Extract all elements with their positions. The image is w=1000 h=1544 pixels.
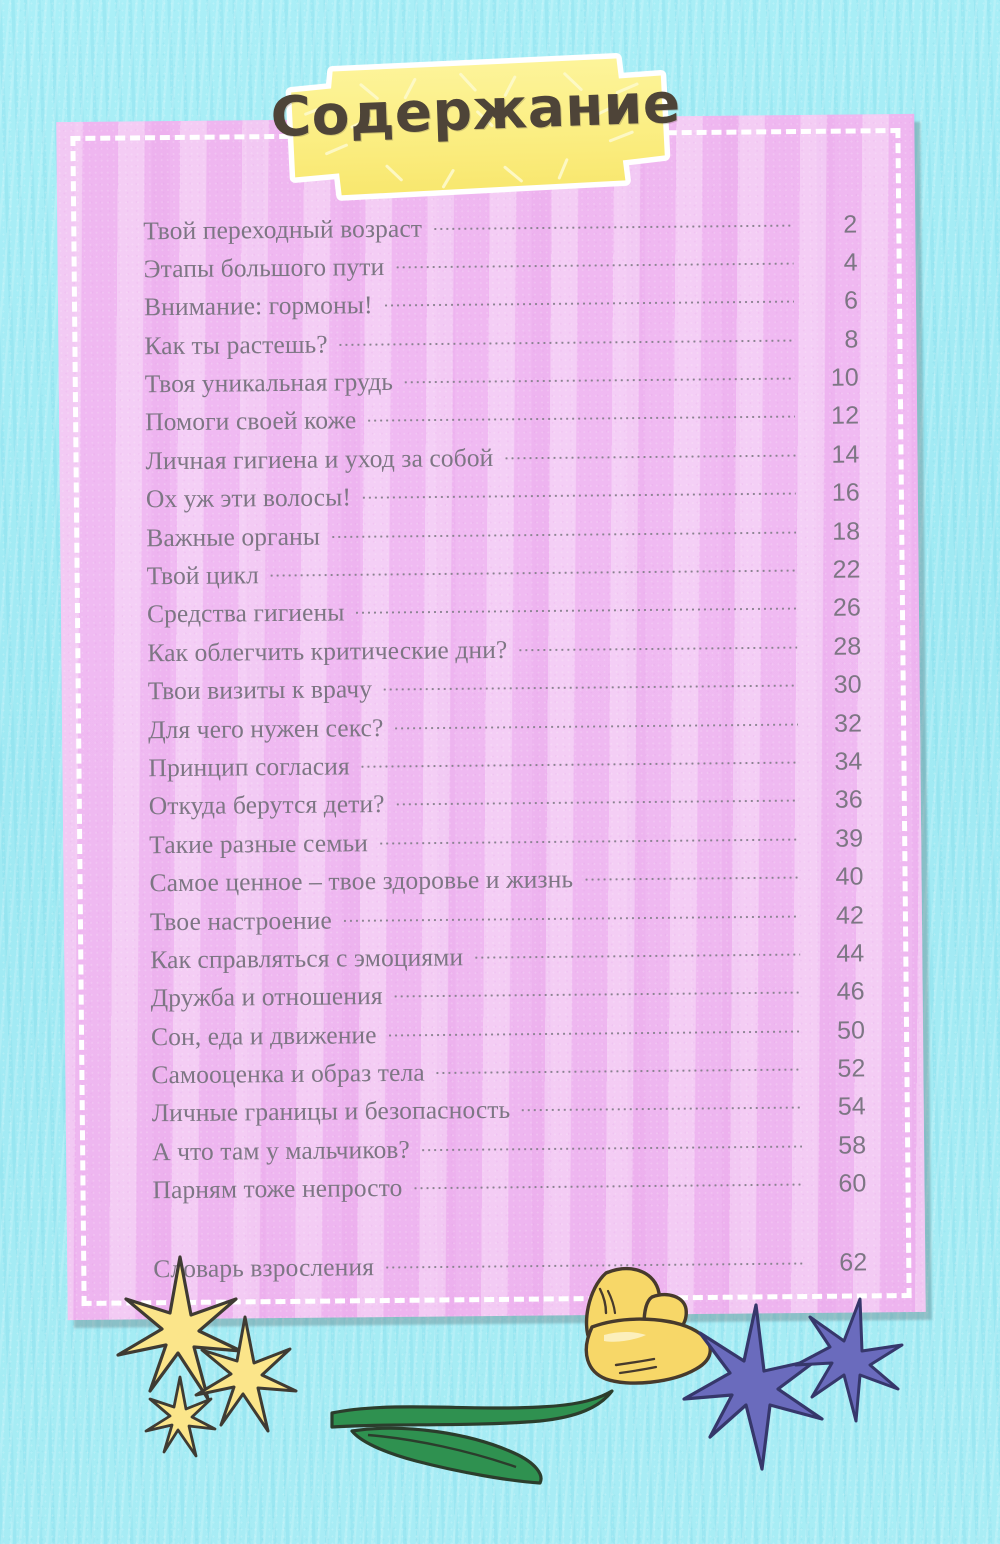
toc-entry-page: 46	[836, 977, 865, 1007]
toc-entry-title: Дружба и отношения	[150, 981, 383, 1013]
toc-entry-page: 30	[833, 670, 862, 699]
toc-leader-dots	[473, 936, 800, 965]
tulip-stem-icon	[330, 1389, 614, 1429]
toc-entry-title: Твой цикл	[146, 560, 260, 591]
toc-leader-dots	[392, 975, 800, 1004]
toc-entry-page: 2	[843, 209, 858, 239]
toc-entry-title: Как облегчить критические дни?	[147, 634, 508, 668]
toc-entry-title: Парням тоже непросто	[152, 1173, 403, 1205]
toc-entry-title: Как ты растешь?	[144, 329, 328, 360]
toc-leader-dots	[583, 860, 800, 888]
contents-card: Твой переходный возраст 2 Этапы большого п…	[56, 113, 932, 1329]
toc-entry-title: Твой переходный возраст	[143, 213, 423, 245]
bottom-decorations	[0, 1255, 1000, 1485]
toc-entry-page: 36	[834, 785, 863, 815]
toc-section-gap	[153, 1205, 867, 1252]
toc-entry-page: 40	[835, 862, 864, 891]
toc-entry-page: 8	[844, 325, 859, 354]
toc-leader-dots	[382, 668, 798, 697]
banner-fill	[291, 58, 665, 196]
toc-entry-title: Сон, еда и движение	[150, 1019, 377, 1051]
tulip-leaf-vein-icon	[367, 1433, 517, 1469]
toc-entry-page: 28	[833, 632, 862, 661]
toc-entry-page: 18	[832, 517, 861, 546]
toc-leader-dots	[382, 284, 794, 313]
toc-entry-page: 12	[830, 401, 860, 431]
yellow-sparkle-star-large-icon	[116, 1255, 243, 1401]
toc-leader-dots	[366, 399, 795, 429]
toc-entry-title: Важные органы	[146, 521, 321, 552]
toc-entry-title: Личная гигиена и уход за собой	[145, 442, 494, 476]
toc-entry-page: 39	[835, 824, 864, 853]
toc-entry-title: Откуда берутся дети?	[148, 789, 385, 821]
toc-leader-dots	[420, 1128, 802, 1157]
toc-entry-title: Принцип согласия	[148, 751, 350, 783]
toc-leader-dots	[517, 629, 797, 657]
toc-entry-page: 14	[831, 440, 860, 469]
toc-entry-title: Твоя уникальная грудь	[144, 366, 394, 399]
toc-leader-dots	[386, 1013, 801, 1042]
toc-leader-dots	[360, 745, 799, 775]
toc-entry-page: 22	[832, 555, 861, 584]
toc-leader-dots	[269, 553, 797, 584]
toc-entry-page: 42	[835, 900, 865, 930]
toc-leader-dots	[403, 361, 795, 390]
toc-entry-title: Средства гигиены	[146, 597, 345, 629]
toc-entry-page: 26	[832, 593, 862, 623]
toc-entry-title: А что там у мальчиков?	[152, 1134, 411, 1167]
toc-entry-page: 4	[843, 248, 858, 277]
banner-streaks	[304, 72, 639, 189]
toc-leader-dots	[393, 706, 798, 735]
purple-sparkle-star-large-icon	[682, 1303, 824, 1471]
tulip-flower-icon	[584, 1267, 712, 1385]
toc-entry-title: Твое настроение	[149, 905, 332, 936]
toc-entry-title: Внимание: гормоны!	[143, 290, 373, 322]
yellow-sparkle-star-small-icon	[144, 1375, 217, 1458]
toc-leader-dots	[378, 821, 799, 851]
toc-entry-page: 60	[838, 1169, 867, 1198]
toc-leader-dots	[520, 1090, 802, 1118]
table-of-contents: Твой переходный возраст 2 Этапы большого п…	[143, 206, 867, 1289]
toc-entry-page: 6	[843, 286, 859, 315]
toc-entry-page: 58	[837, 1131, 867, 1160]
toc-entry-page: 32	[833, 709, 863, 738]
toc-entry-page: 50	[836, 1016, 866, 1045]
toc-entry-title: Самооценка и образ тела	[151, 1057, 425, 1090]
toc-entry-title: Этапы большого пути	[143, 251, 385, 284]
toc-entry-page: 44	[836, 939, 865, 968]
toc-entry-title: Твои визиты к врачу	[147, 674, 373, 706]
toc-entry-title: Ох уж эти волосы!	[145, 482, 352, 514]
toc-entry-title: Самое ценное – твое здоровье и жизнь	[149, 864, 574, 898]
toc-leader-dots	[361, 476, 796, 506]
toc-leader-dots	[330, 514, 796, 544]
yellow-sparkle-star-medium-icon	[194, 1315, 298, 1433]
toc-entry-page: 10	[830, 363, 859, 392]
toc-entry-title: Личные границы и безопасность	[151, 1095, 511, 1128]
toc-entry-page: 16	[831, 478, 860, 507]
toc-entry-page: 54	[837, 1092, 866, 1122]
toc-leader-dots	[412, 1167, 802, 1196]
toc-leader-dots	[338, 322, 795, 352]
toc-entry-title: Такие разные семьи	[149, 827, 369, 860]
toc-leader-dots	[342, 898, 800, 928]
toc-leader-dots	[503, 437, 795, 465]
toc-leader-dots	[432, 207, 793, 236]
toc-leader-dots	[435, 1052, 802, 1081]
purple-sparkle-star-small-icon	[794, 1297, 904, 1423]
toc-entry-title: Для чего нужен секс?	[147, 712, 384, 744]
toc-entry-title: Помоги своей коже	[145, 405, 357, 437]
tulip-leaf-icon	[350, 1426, 543, 1485]
toc-entry-title: Как справляться с эмоциями	[150, 942, 464, 975]
contents-title-banner: Содержание	[264, 47, 687, 205]
toc-entry-page: 52	[837, 1054, 866, 1083]
toc-leader-dots	[354, 591, 797, 621]
toc-leader-dots	[394, 245, 794, 274]
toc-leader-dots	[394, 783, 798, 812]
toc-entry-page: 34	[834, 747, 863, 776]
